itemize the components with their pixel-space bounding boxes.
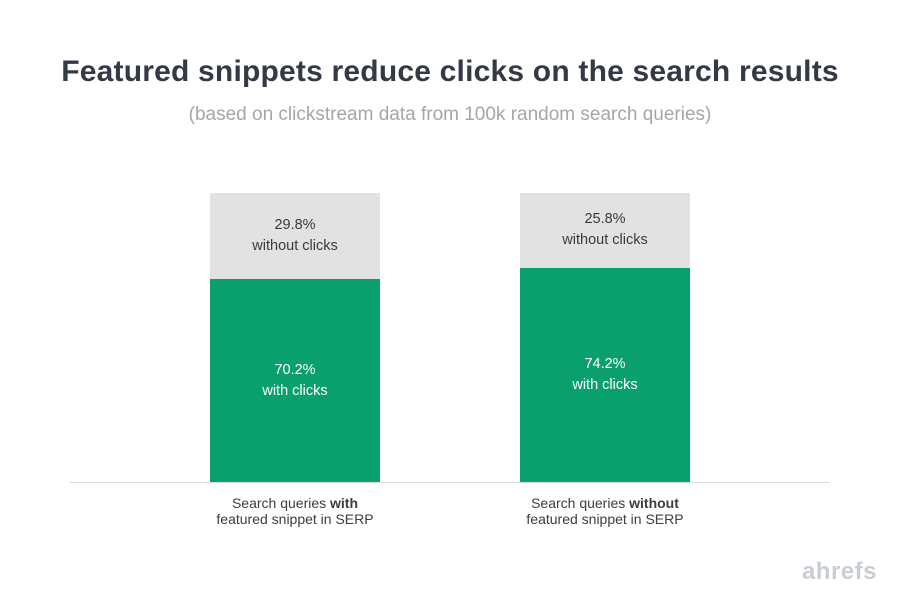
caption-text: Search queries — [531, 495, 630, 511]
segment-name-label: without clicks — [562, 232, 648, 249]
caption-bold-text: with — [330, 495, 359, 511]
caption-bold-text: without — [629, 495, 679, 511]
segment-with-clicks: 70.2% with clicks — [210, 279, 380, 483]
segment-with-clicks: 74.2% with clicks — [520, 267, 690, 483]
segment-without-clicks: 29.8% without clicks — [210, 193, 380, 280]
page-subtitle: (based on clickstream data from 100k ran… — [188, 104, 712, 125]
segment-name-label: with clicks — [572, 377, 638, 394]
segment-value-label: 74.2% — [584, 356, 626, 373]
segment-value-label: 29.8% — [274, 217, 316, 234]
category-label-without: Search queries without featured snippet … — [495, 495, 715, 527]
segment-without-clicks: 25.8% without clicks — [520, 193, 690, 268]
bar-without-snippet: 25.8% without clicks 74.2% with clicks — [520, 193, 690, 483]
segment-value-label: 70.2% — [274, 362, 316, 379]
segment-value-label: 25.8% — [584, 211, 626, 228]
segment-name-label: without clicks — [252, 238, 338, 255]
caption-text: Search queries — [231, 495, 331, 511]
caption-line2: featured snippet in SERP — [216, 510, 374, 527]
caption-line2: featured snippet in SERP — [526, 510, 684, 527]
bar-with-snippet: 29.8% without clicks 70.2% with clicks — [210, 193, 380, 483]
baseline-axis — [70, 482, 830, 483]
segment-name-label: with clicks — [262, 383, 328, 400]
page-title: Featured snippets reduce clicks on the s… — [61, 55, 839, 88]
ahrefs-logo: ahrefs — [801, 558, 877, 585]
category-label-with: Search queries with featured snippet in … — [185, 495, 405, 527]
